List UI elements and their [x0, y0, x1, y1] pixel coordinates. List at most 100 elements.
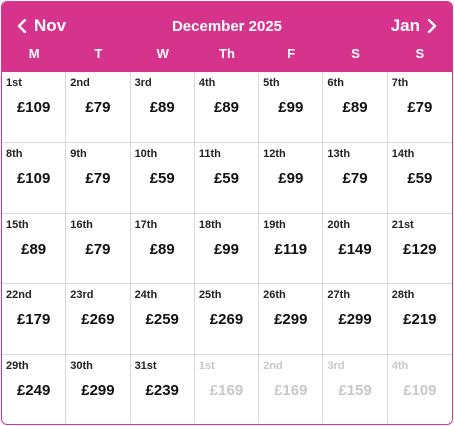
day-cell[interactable]: 27th £299 [323, 284, 388, 356]
day-cell[interactable]: 2nd £79 [66, 72, 131, 143]
day-price: £59 [149, 169, 175, 187]
calendar-header: Nov December 2025 Jan M T W Th F S S [2, 2, 452, 72]
day-number: 21st [391, 218, 414, 231]
day-price: £89 [342, 99, 368, 116]
day-price: £299 [81, 382, 115, 400]
day-price: £79 [407, 99, 433, 116]
day-cell[interactable]: 10th £59 [130, 142, 195, 214]
day-price: £269 [209, 311, 244, 329]
day-price: £89 [149, 240, 175, 258]
day-price: £249 [16, 382, 51, 400]
day-cell[interactable]: 4th £89 [194, 72, 260, 143]
day-cell[interactable]: 22nd £179 [2, 284, 67, 356]
next-month-day-cell[interactable]: 1st £169 [195, 355, 260, 424]
weekday-label: W [156, 46, 169, 61]
day-cell[interactable]: 14th £59 [387, 143, 452, 214]
day-price: £109 [16, 99, 51, 116]
weekday-label: M [28, 46, 40, 61]
day-cell[interactable]: 23rd £269 [66, 284, 131, 356]
day-number: 4th [198, 77, 216, 89]
day-cell[interactable]: 8th £109 [2, 142, 67, 214]
day-cell[interactable]: 26th £299 [259, 284, 324, 356]
day-number: 10th [134, 147, 158, 160]
day-cell[interactable]: 25th £269 [194, 284, 260, 356]
day-number: 16th [70, 218, 93, 231]
day-number: 14th [391, 147, 415, 160]
day-cell[interactable]: 3rd £89 [130, 72, 195, 143]
day-price: £99 [278, 99, 304, 116]
day-number: 3rd [134, 77, 152, 89]
day-cell[interactable]: 11th £59 [194, 142, 260, 214]
day-cell[interactable]: 28th £219 [387, 284, 452, 356]
day-number: 11th [198, 147, 221, 160]
day-cell[interactable]: 20th £149 [323, 213, 388, 285]
day-cell[interactable]: 29th £249 [2, 355, 67, 424]
day-number: 1st [6, 77, 22, 89]
day-price: £269 [81, 311, 115, 329]
prev-month-button[interactable]: Nov [16, 16, 66, 36]
day-price: £299 [274, 311, 308, 329]
day-price: £159 [338, 382, 372, 400]
weekday-label: T [94, 46, 103, 61]
day-price: £119 [274, 240, 308, 258]
day-price: £179 [16, 311, 51, 329]
day-price: £129 [403, 240, 437, 258]
day-number: 18th [198, 218, 222, 231]
weekday-label: S [351, 46, 360, 61]
month-title: December 2025 [171, 18, 283, 35]
next-month-button[interactable]: Jan [391, 16, 438, 36]
day-price: £109 [16, 169, 51, 187]
day-number: 8th [6, 147, 23, 160]
day-cell[interactable]: 17th £89 [130, 213, 195, 285]
day-price: £89 [213, 99, 239, 116]
day-number: 2nd [70, 77, 90, 89]
day-number: 15th [6, 218, 29, 231]
day-number: 28th [391, 289, 415, 302]
day-price: £89 [149, 99, 175, 116]
day-price: £109 [403, 382, 437, 400]
day-cell[interactable]: 24th £259 [130, 284, 195, 356]
day-cell[interactable]: 1st £109 [2, 72, 67, 143]
day-cell[interactable]: 16th £79 [66, 213, 131, 285]
next-month-label: Jan [390, 16, 420, 35]
day-number: 22nd [6, 289, 32, 302]
day-cell[interactable]: 21st £129 [387, 214, 452, 285]
day-number: 4th [391, 360, 409, 373]
day-cell[interactable]: 9th £79 [66, 142, 131, 214]
day-cell[interactable]: 19th £119 [259, 213, 324, 285]
day-number: 19th [263, 218, 286, 231]
day-number: 23rd [70, 289, 94, 302]
day-cell[interactable]: 31st £239 [131, 355, 195, 424]
day-number: 6th [327, 77, 344, 89]
day-cell[interactable]: 30th £299 [66, 355, 131, 424]
day-price: £169 [274, 382, 308, 400]
day-cell[interactable]: 13th £79 [323, 142, 388, 214]
day-number: 1st [198, 360, 215, 373]
day-price: £79 [85, 169, 111, 187]
weekday-label: S [415, 46, 425, 61]
day-cell[interactable]: 18th £99 [194, 213, 260, 285]
day-cell[interactable]: 7th £79 [387, 72, 452, 143]
next-month-day-cell[interactable]: 3rd £159 [323, 355, 388, 424]
day-price: £99 [213, 240, 239, 258]
day-cell[interactable]: 6th £89 [323, 72, 388, 143]
day-number: 25th [198, 289, 222, 302]
day-number: 5th [263, 77, 280, 89]
day-number: 20th [327, 218, 351, 231]
chevron-left-icon [17, 19, 27, 33]
weekday-label: F [287, 46, 296, 61]
next-month-day-cell[interactable]: 4th £109 [388, 355, 452, 424]
day-cell[interactable]: 5th £99 [259, 72, 324, 143]
next-month-day-cell[interactable]: 2nd £169 [259, 355, 324, 424]
day-number: 17th [134, 218, 158, 231]
day-grid: 1st £109 2nd £79 3rd £89 4th £89 5th £99 6th £89 7th… [2, 72, 452, 424]
prev-month-label: Nov [34, 16, 67, 35]
day-number: 2nd [263, 360, 283, 373]
day-number: 30th [70, 360, 93, 373]
day-cell[interactable]: 15th £89 [2, 213, 67, 285]
day-cell[interactable]: 12th £99 [259, 142, 324, 214]
weekday-label: Th [219, 46, 235, 61]
day-price: £239 [145, 382, 179, 400]
day-price: £79 [342, 169, 368, 187]
